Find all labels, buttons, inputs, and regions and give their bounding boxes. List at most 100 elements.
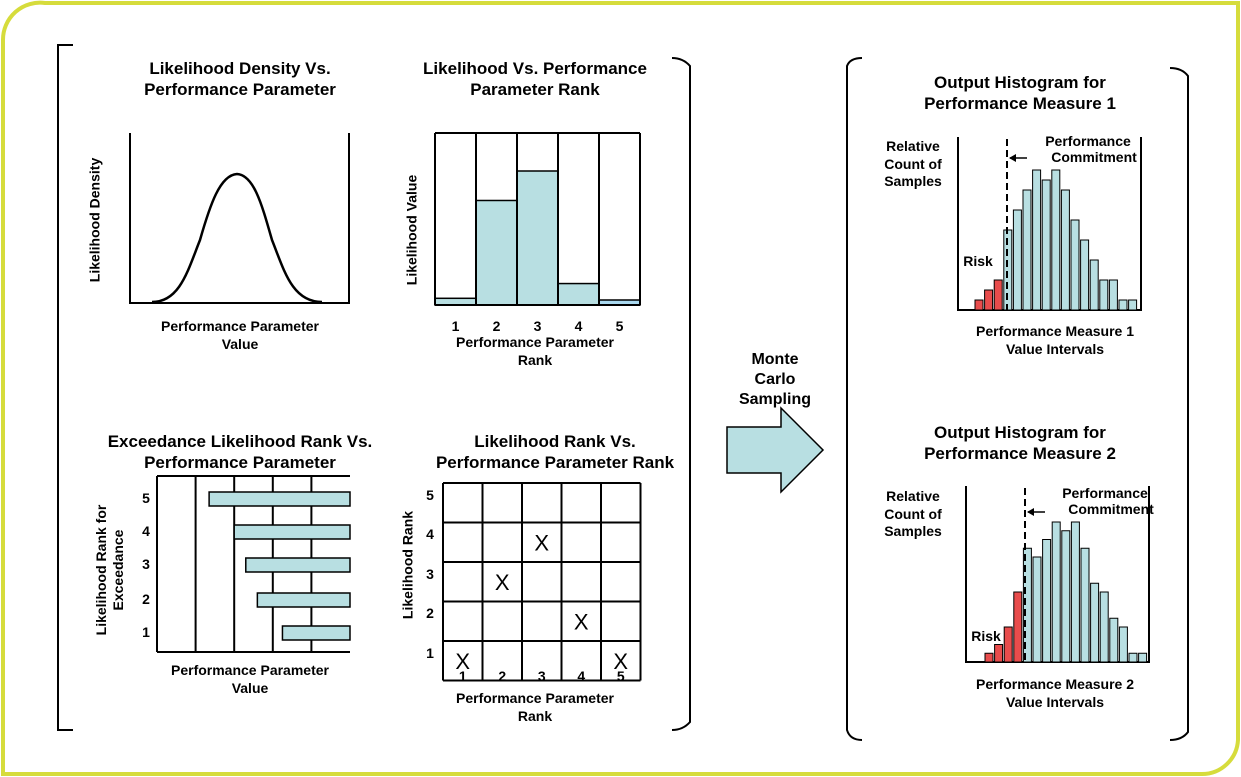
matrix-ytick-1: 1 [426,644,434,661]
hist-bin [974,299,984,311]
hist1-risk-label: Risk [963,253,993,269]
hist1-title-line2: Performance Measure 1 [924,94,1116,114]
hist-bin [1042,539,1052,663]
hist2-risk-label: Risk [971,628,1001,644]
matrix-ytick-4: 4 [426,526,434,543]
density-plot [129,133,350,304]
hist-bin [1138,652,1148,663]
exceedance-title: Exceedance Likelihood Rank Vs. Performan… [75,431,405,474]
matrix-x-mark: X [574,609,589,634]
exceedance-ylabel-line2: Exceedance [110,529,126,611]
matrix-xtick-1: 1 [458,668,467,684]
hist1-title: Output Histogram for Performance Measure… [880,72,1160,115]
density-title-line1: Likelihood Density Vs. [149,59,331,78]
arrow-label-line2: Carlo [754,371,796,388]
hist-bin [994,644,1004,663]
rank-bar-1 [434,297,477,306]
right-bracket-right [1169,67,1189,741]
hist2-xlabel-line2: Value Intervals [1005,693,1105,710]
rankmatrix-title: Likelihood Rank Vs. Performance Paramete… [400,431,710,474]
rank-xlabel-line2: Rank [517,351,553,368]
rank-bar-4 [557,282,600,306]
exceedance-xlabel: Performance Parameter Value [130,662,370,697]
arrow-label-line3: Sampling [738,391,811,408]
histogram-2 [965,486,1150,663]
hist-bin [1109,617,1119,663]
exceed-bar-4 [233,524,351,540]
hist-bin [1080,547,1090,663]
rank-tick-1: 1 [451,318,460,334]
rank-tick-3: 3 [533,318,542,334]
hist-bin [1060,189,1070,311]
hist-bin [1051,521,1061,663]
exceedance-ylabel-line1: Likelihood Rank for [93,504,110,636]
histogram-1 [957,137,1142,311]
bell-curve [151,172,323,304]
hist1-xlabel-line1: Performance Measure 1 [976,323,1134,339]
hist1-ylabel-line2: Count of [884,155,942,172]
matrix-ytick-2: 2 [426,605,434,622]
hist1-ylabel: Relative Count of Samples [873,138,953,191]
matrix-xtick-2: 2 [498,668,507,684]
hist-bin [984,289,994,311]
exceed-bar-1 [281,625,351,641]
hist1-commit-line2: Commitment [1051,149,1137,166]
matrix-ytick-5: 5 [426,486,434,503]
exceed-tick-4: 4 [142,523,150,539]
monte-carlo-label: Monte Carlo Sampling [715,350,835,410]
hist2-commitment-label: Performance Commitment [1032,485,1172,517]
hist1-xlabel-line2: Value Intervals [1005,340,1105,357]
rank-title-line1: Likelihood Vs. Performance [423,59,647,78]
exceed-tick-2: 2 [142,591,150,607]
density-xlabel-line2: Value [221,335,259,352]
rankmatrix-title-line2: Performance Parameter Rank [435,453,675,473]
exceedance-title-line2: Performance Parameter [144,453,336,473]
hist-bin [1108,279,1118,311]
rank-title: Likelihood Vs. Performance Parameter Ran… [390,58,680,101]
hist-bin [1090,582,1100,663]
hist-bin [1099,279,1109,311]
matrix-x-mark: X [455,649,470,674]
density-ylabel: Likelihood Density [86,157,103,283]
density-title-line2: Performance Parameter [144,80,336,100]
hist2-ylabel-line2: Count of [884,505,942,522]
exceed-tick-1: 1 [142,624,150,640]
exceedance-ylabel: Likelihood Rank for Exceedance [93,505,127,636]
hist-bin [1061,530,1071,663]
exceedance-bar-chart [156,475,351,653]
hist2-ylabel: Relative Count of Samples [873,488,953,541]
hist2-commit-line1: Performance [1062,485,1148,501]
right-bracket [846,57,863,741]
rankmatrix-title-line1: Likelihood Rank Vs. [474,432,636,451]
hist2-xlabel-line1: Performance Measure 2 [976,676,1134,692]
exceed-bar-5 [208,491,351,507]
rank-xlabel: Performance Parameter Rank [410,334,660,369]
hist-bin [1022,547,1032,663]
hist1-xlabel: Performance Measure 1 Value Intervals [930,323,1180,358]
arrow-label-line1: Monte [751,351,799,368]
matrix-xtick-4: 4 [577,668,586,684]
hist2-ylabel-line3: Samples [884,523,942,539]
rank-bar-chart [434,132,641,306]
hist2-commit-line2: Commitment [1068,501,1154,518]
matrix-xtick-3: 3 [537,668,546,684]
hist-bin [1051,169,1061,311]
rankmatrix-ylabel: Likelihood Rank [399,510,416,620]
hist-bin [1041,179,1051,311]
monte-carlo-arrow [726,406,825,494]
rank-tick-2: 2 [492,318,501,334]
hist-bin [1070,219,1080,311]
hist1-commitment-label: Performance Commitment [1015,133,1155,165]
hist-bin [1003,626,1013,663]
hist2-title-line2: Performance Measure 2 [924,444,1116,464]
matrix-x-mark: X [613,649,628,674]
hist-bin [1070,521,1080,663]
hist-bin [1012,209,1022,311]
rankmatrix-xlabel-line1: Performance Parameter [456,690,614,706]
density-title: Likelihood Density Vs. Performance Param… [95,58,385,101]
rank-bar-2 [475,199,518,306]
density-xlabel: Performance Parameter Value [115,318,365,353]
rank-bar-3 [516,170,559,306]
hist-bin [984,652,994,663]
